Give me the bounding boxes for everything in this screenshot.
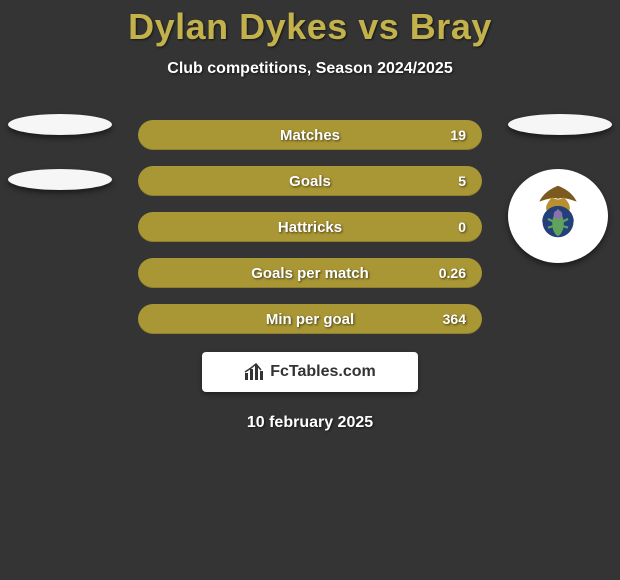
club-crest-icon xyxy=(522,180,594,252)
stat-label: Min per goal xyxy=(266,311,354,328)
stat-bars: Matches 19 Goals 5 Hattricks 0 Goals per… xyxy=(138,120,482,334)
stat-bar-goals-per-match: Goals per match 0.26 xyxy=(138,258,482,288)
comparison-subtitle: Club competitions, Season 2024/2025 xyxy=(0,60,620,78)
comparison-title: Dylan Dykes vs Bray xyxy=(0,0,620,48)
brand-badge[interactable]: FcTables.com xyxy=(202,352,418,392)
stat-bar-min-per-goal: Min per goal 364 xyxy=(138,304,482,334)
brand-text: FcTables.com xyxy=(270,363,376,381)
stat-value: 364 xyxy=(443,311,466,327)
stat-label: Goals xyxy=(289,173,331,190)
stat-value: 0.26 xyxy=(439,265,466,281)
stat-bar-goals: Goals 5 xyxy=(138,166,482,196)
stat-label: Hattricks xyxy=(278,219,342,236)
stat-bar-hattricks: Hattricks 0 xyxy=(138,212,482,242)
stat-value: 19 xyxy=(450,127,466,143)
club-crest xyxy=(508,169,608,263)
stat-value: 0 xyxy=(458,219,466,235)
stats-region: Matches 19 Goals 5 Hattricks 0 Goals per… xyxy=(0,120,620,432)
stat-label: Matches xyxy=(280,127,340,144)
right-badge-stack xyxy=(508,114,612,263)
stat-value: 5 xyxy=(458,173,466,189)
left-ellipse-2 xyxy=(8,169,112,190)
right-ellipse xyxy=(508,114,612,135)
bar-chart-icon xyxy=(244,363,264,381)
left-ellipse-1 xyxy=(8,114,112,135)
snapshot-date: 10 february 2025 xyxy=(0,414,620,432)
stat-bar-matches: Matches 19 xyxy=(138,120,482,150)
stat-label: Goals per match xyxy=(251,265,369,282)
left-badge-stack xyxy=(8,114,112,224)
